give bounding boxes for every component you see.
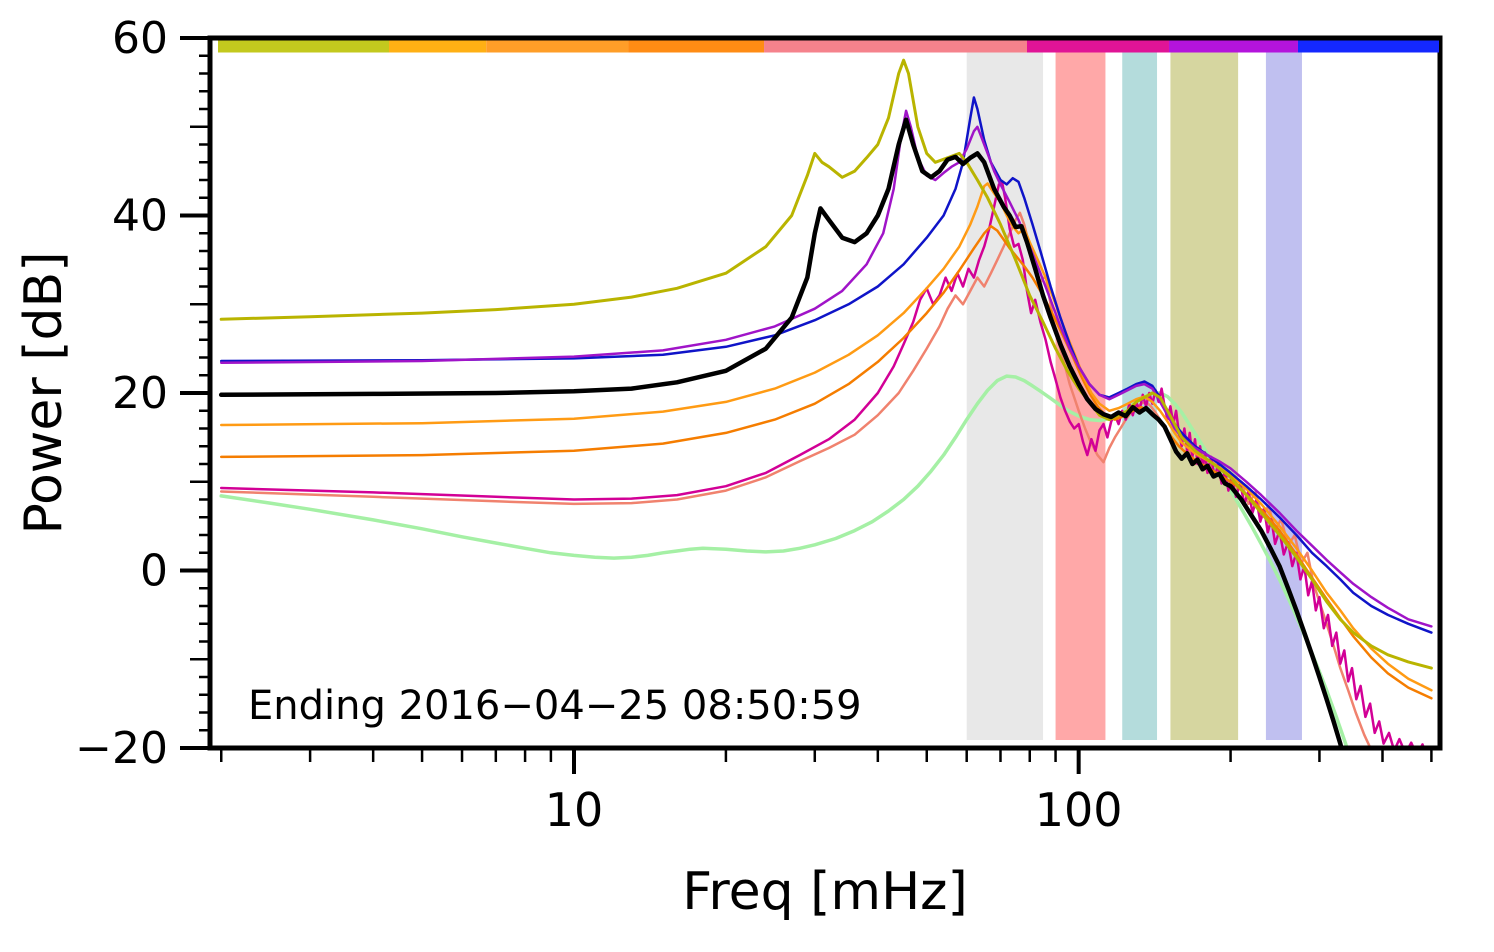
- series-black: [218, 117, 1344, 748]
- curves-group: [218, 58, 1433, 748]
- red-band: [1055, 52, 1106, 740]
- y-tick-label: 0: [140, 546, 168, 597]
- y-tick-label: −20: [75, 723, 168, 774]
- colorbar-segment-magenta: [1026, 40, 1169, 53]
- series-purple: [219, 109, 1433, 628]
- series-orange-dark: [219, 224, 1433, 700]
- series-blue: [219, 96, 1433, 634]
- x-tick-label: 10: [545, 783, 604, 837]
- y-axis-label: Power [dB]: [14, 251, 74, 535]
- series-lightgreen: [219, 374, 1349, 748]
- y-tick-label: 60: [112, 13, 168, 64]
- axes-frame: [207, 35, 1443, 751]
- periwinkle-band: [1265, 52, 1302, 740]
- series-orange-light: [219, 182, 1433, 692]
- gray-band: [966, 52, 1044, 740]
- colorbar-segment-orange-a: [389, 40, 487, 53]
- series-olive: [219, 58, 1433, 670]
- x-axis-label: Freq [mHz]: [682, 862, 968, 922]
- y-tick-label: 20: [112, 368, 168, 419]
- ending-time-annotation: Ending 2016−04−25 08:50:59: [248, 683, 862, 729]
- colorbar-segment-olive: [218, 40, 390, 53]
- teal-band: [1122, 52, 1158, 740]
- colorbar-segment-salmon: [764, 40, 1027, 53]
- colorbar-segment-orange-c: [628, 40, 765, 53]
- colorbar-segment-orange-b: [486, 40, 629, 53]
- colorbar-segment-blue: [1297, 40, 1439, 53]
- colorbar-segment-purple: [1168, 40, 1298, 53]
- series-magenta: [219, 180, 1433, 748]
- y-tick-label: 40: [112, 191, 168, 242]
- khaki-band: [1170, 52, 1239, 740]
- x-tick-label: 100: [1035, 783, 1123, 837]
